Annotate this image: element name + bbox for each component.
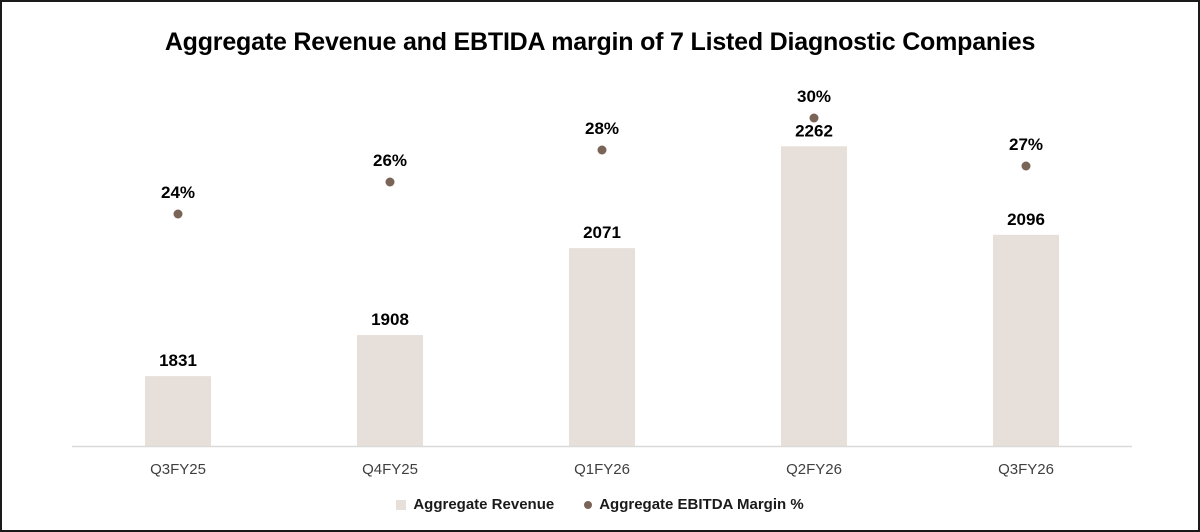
revenue-data-label: 1908 [371, 310, 409, 329]
margin-data-label: 28% [585, 119, 619, 138]
x-tick-label: Q3FY25 [150, 461, 206, 478]
plot-area: 1831 24% 1908 26% 2071 28% 2262 30% 2096 27% Q3FY… [72, 87, 1132, 478]
x-tick-label: Q4FY25 [362, 461, 418, 478]
margin-point[interactable] [597, 145, 607, 155]
legend-swatch-bar-icon [396, 499, 407, 510]
x-tick-label: Q3FY26 [998, 461, 1054, 478]
revenue-bar[interactable] [569, 248, 635, 446]
x-tick-label: Q1FY26 [574, 461, 630, 478]
revenue-bar[interactable] [781, 146, 847, 446]
revenue-bar[interactable] [145, 376, 211, 446]
margin-data-label: 27% [1009, 135, 1043, 154]
margin-data-label: 26% [373, 151, 407, 170]
x-tick-labels: Q3FY25 Q4FY25 Q1FY26 Q2FY26 Q3FY26 [150, 461, 1054, 478]
margin-point[interactable] [809, 113, 819, 123]
margin-point[interactable] [1021, 161, 1031, 171]
margin-point[interactable] [173, 209, 183, 219]
legend-entry-margin[interactable]: Aggregate EBITDA Margin % [584, 496, 804, 513]
margin-points-layer [173, 113, 1031, 219]
legend-label-revenue: Aggregate Revenue [413, 496, 555, 513]
revenue-data-label: 2262 [795, 121, 833, 140]
margin-data-label: 30% [797, 87, 831, 106]
x-tick-label: Q2FY26 [786, 461, 842, 478]
margin-data-label: 24% [161, 183, 195, 202]
legend-label-margin: Aggregate EBITDA Margin % [599, 496, 804, 513]
revenue-bar[interactable] [993, 234, 1059, 446]
legend-swatch-dot-icon [584, 500, 593, 509]
data-labels-layer: 1831 24% 1908 26% 2071 28% 2262 30% 2096 27% [159, 87, 1045, 370]
legend: Aggregate Revenue Aggregate EBITDA Margi… [2, 496, 1198, 513]
revenue-data-label: 1831 [159, 351, 197, 370]
margin-point[interactable] [385, 177, 395, 187]
revenue-bar[interactable] [357, 335, 423, 446]
chart-title: Aggregate Revenue and EBTIDA margin of 7… [164, 28, 1036, 56]
bars-layer [145, 146, 1059, 446]
legend-entry-revenue[interactable]: Aggregate Revenue [396, 496, 554, 513]
revenue-data-label: 2096 [1007, 210, 1045, 229]
revenue-data-label: 2071 [583, 223, 621, 242]
